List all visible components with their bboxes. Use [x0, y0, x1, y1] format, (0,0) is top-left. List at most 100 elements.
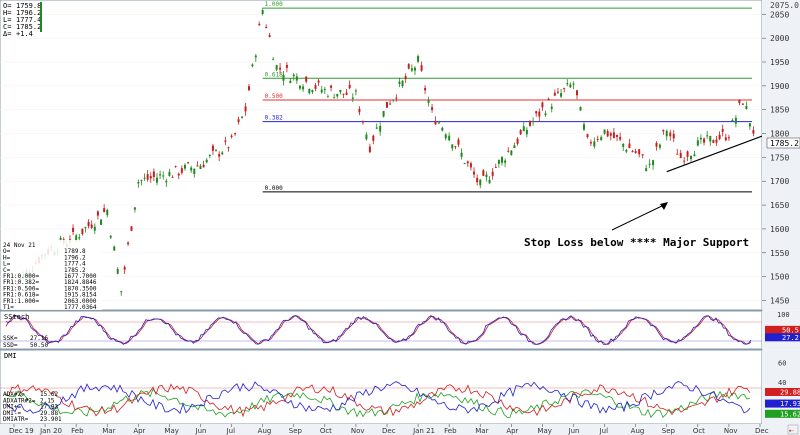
- dmi-readout-value: 17.93: [40, 404, 58, 411]
- time-tick-label: Aug: [258, 427, 272, 435]
- fib-label: 0.500: [265, 93, 283, 100]
- candle-body: [510, 150, 513, 155]
- candle-body: [302, 86, 305, 90]
- candle-body: [441, 127, 444, 131]
- fib-label: 0.382: [265, 115, 283, 122]
- scroll-end-button[interactable]: [787, 424, 799, 435]
- candle-body: [81, 228, 84, 234]
- candle-body: [368, 146, 371, 153]
- candle-body: [516, 138, 519, 144]
- fib-label: 0.000: [265, 185, 283, 192]
- candle-body: [485, 174, 488, 178]
- price-axis-bg: [762, 0, 800, 310]
- candle-body: [372, 135, 375, 141]
- candle-body: [162, 175, 165, 177]
- candle-body: [106, 209, 109, 216]
- candle-body: [149, 176, 152, 179]
- candle-body: [658, 144, 661, 148]
- candle-body: [326, 96, 329, 98]
- candle-body: [314, 85, 317, 89]
- data-window: 24 Nov 21O= 1789.8 H= 1796.2 L= 1777.4 C= 1785.…: [2, 240, 102, 311]
- candle-body: [227, 147, 230, 149]
- candle-body: [619, 136, 622, 140]
- candle-body: [593, 141, 596, 147]
- time-tick-label: Nov: [351, 427, 365, 435]
- candle-body: [87, 221, 90, 227]
- price-tick-label: 1650: [770, 201, 789, 210]
- candle-body: [616, 134, 619, 137]
- fibonacci-lines: 1.000 0.618 0.500 0.382 0.000: [262, 1, 752, 193]
- candle-body: [202, 164, 205, 168]
- dmi-tick-label: 60: [778, 360, 786, 368]
- stoch-readout-key: SSK=: [3, 335, 18, 342]
- candle-body: [451, 144, 454, 149]
- candle-body: [696, 140, 699, 146]
- candle-body: [513, 145, 516, 149]
- candle-body: [672, 133, 675, 139]
- candle-body: [676, 153, 679, 155]
- candle-body: [308, 89, 311, 94]
- dmi-readout-value: 29.88: [40, 410, 58, 417]
- candle-body: [556, 91, 559, 93]
- data-window-value: 1785.2: [64, 267, 86, 274]
- candle-body: [550, 106, 553, 109]
- time-tick-label: Sep: [289, 427, 303, 435]
- ohlc-value: 1796.2: [16, 9, 41, 17]
- data-window-key: FR1:0.382=: [3, 279, 40, 286]
- candle-body: [532, 121, 535, 123]
- candle-body: [103, 208, 106, 212]
- candle-body: [116, 268, 119, 274]
- candle-body: [285, 64, 288, 68]
- time-axis: Dec 19 Jan 20 Feb Mar Apr May Jun Jul Aug Sep Oct N…: [0, 424, 800, 435]
- candle-body: [525, 129, 528, 135]
- ohlc-header: O= 1759.8 H= 1796.2 L= 1777.4 C= 1785.2 Δ= +1.4: [3, 2, 42, 38]
- stoch-readout-value: 27.16: [30, 335, 48, 342]
- price-tick-label: 2000: [770, 34, 789, 43]
- candle-body: [712, 139, 715, 143]
- candle-body: [311, 90, 314, 93]
- candle-body: [295, 76, 298, 81]
- candle-body: [752, 130, 755, 134]
- candle-body: [603, 129, 606, 134]
- fib-label: 1.000: [265, 1, 283, 8]
- dmi-readout-value: 2.15: [40, 397, 55, 404]
- candle-body: [407, 64, 410, 69]
- candle-body: [706, 135, 709, 137]
- candle-body: [606, 131, 609, 137]
- dmi-pane: DMI ADX#2= 15.62 ADXATR#2= 2.15 DMI+= 17.93 DM…: [0, 349, 800, 425]
- candle-body: [146, 174, 149, 180]
- candle-body: [482, 170, 485, 176]
- candle-body: [261, 10, 264, 14]
- candle-body: [395, 97, 398, 99]
- data-window-bg: [2, 240, 102, 310]
- data-window-key: O=: [3, 248, 11, 255]
- candle-body: [741, 103, 744, 105]
- candle-body: [431, 107, 434, 110]
- time-tick-label: Jan 21: [412, 427, 435, 435]
- candle-body: [93, 226, 96, 231]
- candle-body: [420, 65, 423, 71]
- candle-body: [504, 160, 507, 163]
- time-tick-label: Jul: [226, 427, 236, 435]
- candle-body: [100, 219, 103, 225]
- candle-body: [718, 134, 721, 140]
- candle-body: [662, 130, 665, 132]
- ohlc-key: H=: [3, 9, 11, 17]
- candle-body: [159, 174, 162, 176]
- candle-body: [230, 135, 233, 137]
- candle-body: [401, 80, 404, 87]
- annotation-arrowhead: [660, 202, 668, 210]
- candle-body: [155, 177, 158, 183]
- price-tick-label: 1950: [770, 58, 789, 67]
- candle-body: [417, 55, 420, 62]
- candle-body: [211, 145, 214, 151]
- ohlc-value: 1777.4: [16, 16, 41, 24]
- time-tick-label: Dec 19: [9, 427, 34, 435]
- scroll-end-icon[interactable]: ⇠: [789, 426, 794, 435]
- annotation: Stop Loss below **** Major Support: [524, 202, 749, 249]
- candle-body: [133, 207, 136, 210]
- candle-body: [738, 99, 741, 104]
- candle-body: [413, 67, 416, 71]
- candle-body: [460, 152, 463, 157]
- candle-body: [78, 237, 81, 239]
